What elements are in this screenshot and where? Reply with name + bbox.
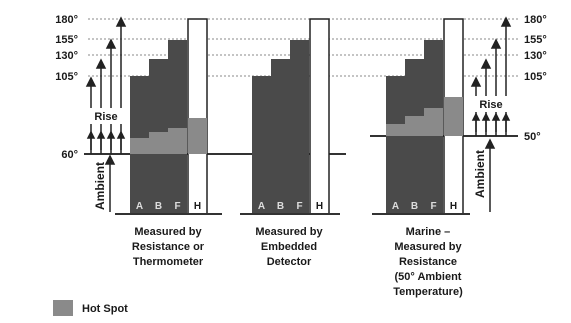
hotspot-f: [424, 108, 443, 136]
bar-class-a: [252, 76, 271, 214]
caption-line: Marine –: [406, 226, 451, 238]
caption-group-2: Measured by Embedded Detector: [255, 226, 323, 268]
bar-class-h: [187, 18, 208, 215]
rise-arrows-left: [85, 16, 127, 154]
bar-class-f: [168, 40, 187, 214]
caption-line: Measured by: [394, 241, 462, 253]
ambient-label-right: Ambient: [473, 150, 487, 198]
ambient-arrow-right: [484, 138, 496, 212]
class-label-a: A: [136, 201, 143, 212]
ambient-label-left: Ambient: [93, 162, 107, 210]
left-tick-180: 180°: [55, 14, 78, 26]
hotspot-h: [188, 118, 207, 154]
class-label-b: B: [277, 201, 284, 212]
hotspot-b: [405, 116, 424, 136]
left-tick-130: 130°: [55, 50, 78, 62]
hotspot-b: [149, 132, 168, 154]
left-tick-155: 155°: [55, 34, 78, 46]
caption-line: Measured by: [255, 226, 323, 238]
caption-group-1: Measured by Resistance or Thermometer: [132, 226, 205, 268]
left-ambient-tick: 60°: [61, 149, 78, 161]
hotspot-h: [444, 97, 463, 136]
bar-class-a: [386, 76, 405, 214]
class-label-h: H: [316, 201, 323, 212]
group-embedded-detector: A B F H: [240, 18, 340, 215]
class-label-b: B: [411, 201, 418, 212]
rise-label-bg-left: [88, 108, 124, 124]
caption-line: (50° Ambient: [395, 271, 462, 283]
hotspot-f: [168, 128, 187, 154]
hotspot-arrows-left: [86, 130, 126, 150]
class-label-f: F: [296, 201, 302, 212]
bar-class-f: [290, 40, 309, 214]
caption-line: Resistance: [399, 256, 457, 268]
caption-line: Temperature): [393, 286, 463, 298]
legend: Hot Spot: [53, 300, 128, 316]
caption-line: Resistance or: [132, 241, 205, 253]
caption-group-3: Marine – Measured by Resistance (50° Amb…: [393, 226, 463, 298]
rise-label-left: Rise: [94, 111, 117, 123]
hotspot-a: [130, 138, 149, 154]
rise-label-bg-right: [473, 96, 509, 112]
group-marine-resistance: A B F H: [372, 18, 470, 215]
caption-line: Detector: [267, 256, 312, 268]
rise-label-right: Rise: [479, 99, 502, 111]
legend-label-hot-spot: Hot Spot: [82, 303, 128, 315]
ambient-arrow-left: [104, 154, 116, 212]
class-label-f: F: [430, 201, 436, 212]
legend-swatch-hot-spot: [53, 300, 73, 316]
right-tick-105: 105°: [524, 71, 547, 83]
right-tick-130: 130°: [524, 50, 547, 62]
left-tick-105: 105°: [55, 71, 78, 83]
class-label-h: H: [194, 201, 201, 212]
group-resistance-thermometer: A B F H: [115, 18, 222, 215]
hotspot-arrows-right: [471, 112, 511, 132]
hotspot-a: [386, 124, 405, 136]
caption-line: Embedded: [261, 241, 317, 253]
class-label-a: A: [392, 201, 399, 212]
right-ambient-tick: 50°: [524, 131, 541, 143]
class-label-h: H: [450, 201, 457, 212]
class-label-b: B: [155, 201, 162, 212]
right-tick-155: 155°: [524, 34, 547, 46]
bar-class-b: [405, 59, 424, 214]
bar-class-h: [309, 18, 330, 215]
bar-class-b: [271, 59, 290, 214]
class-label-f: F: [174, 201, 180, 212]
caption-line: Measured by: [134, 226, 202, 238]
caption-line: Thermometer: [133, 256, 204, 268]
class-label-a: A: [258, 201, 265, 212]
right-tick-180: 180°: [524, 14, 547, 26]
